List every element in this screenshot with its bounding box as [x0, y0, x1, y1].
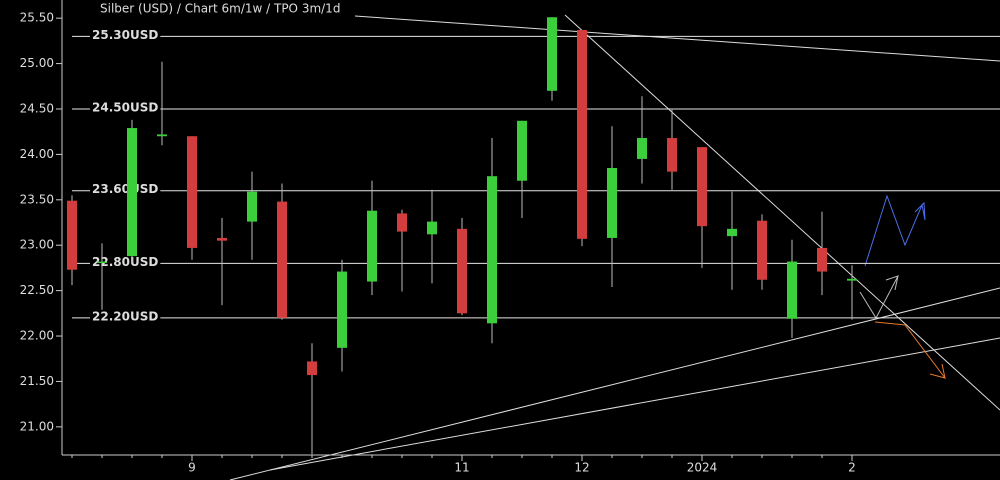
candle-body [697, 147, 707, 227]
level-label-bg [90, 100, 161, 115]
y-tick-label: 21.50 [20, 374, 54, 388]
x-tick-label: 2 [848, 461, 856, 475]
candle-body [97, 261, 107, 264]
candle-body [457, 228, 467, 314]
candle-body [667, 138, 677, 172]
level-label: 25.30USD [92, 28, 158, 42]
candle-body [397, 213, 407, 232]
y-tick-label: 23.50 [20, 192, 54, 206]
candle-body [277, 201, 287, 318]
y-tick-label: 24.00 [20, 147, 54, 161]
level-label: 22.80USD [92, 255, 158, 269]
y-tick-label: 22.50 [20, 283, 54, 297]
candle-body [217, 237, 227, 241]
x-tick-label: 2024 [687, 461, 718, 475]
y-tick-label: 23.00 [20, 238, 54, 252]
candle-body [757, 220, 767, 280]
level-label: 24.50USD [92, 100, 158, 114]
arrow [859, 275, 900, 320]
trendline [269, 337, 1000, 471]
candle-body [247, 191, 257, 222]
chart-title: Silber (USD) / Chart 6m/1w / TPO 3m/1d [100, 2, 340, 16]
arrow [874, 321, 947, 379]
trendline [229, 287, 1000, 480]
y-tick-label: 25.50 [20, 11, 54, 25]
candle-body [307, 361, 317, 376]
candle-body [157, 134, 167, 137]
candle-body [337, 271, 347, 348]
level-label: 22.20USD [92, 309, 158, 323]
arrow [864, 194, 926, 267]
x-tick-label: 11 [454, 461, 469, 475]
candle-body [367, 210, 377, 282]
trendline [354, 15, 1000, 62]
candle-body [127, 128, 137, 257]
y-tick-label: 25.00 [20, 56, 54, 70]
candle-body [517, 120, 527, 181]
y-tick-label: 21.00 [20, 419, 54, 433]
candle-body [787, 261, 797, 319]
level-label-bg [90, 27, 161, 42]
candle-body [427, 221, 437, 235]
candle-body [847, 278, 857, 281]
candle-body [577, 29, 587, 239]
trendline [564, 14, 1000, 411]
x-tick-label: 12 [574, 461, 589, 475]
y-tick-label: 22.00 [20, 329, 54, 343]
candle-body [727, 228, 737, 237]
candle-body [817, 247, 827, 272]
level-label-bg [90, 182, 161, 197]
candle-body [637, 138, 647, 159]
level-label: 23.60USD [92, 182, 158, 196]
candle-body [487, 176, 497, 324]
x-tick-label: 9 [188, 461, 196, 475]
candle-body [607, 168, 617, 238]
level-label-bg [90, 309, 161, 324]
drawings [229, 14, 1000, 480]
level-label-bg [90, 254, 161, 269]
y-tick-label: 24.50 [20, 101, 54, 115]
candle-body [187, 136, 197, 248]
candle-body [547, 17, 557, 91]
candle-body [67, 200, 77, 270]
